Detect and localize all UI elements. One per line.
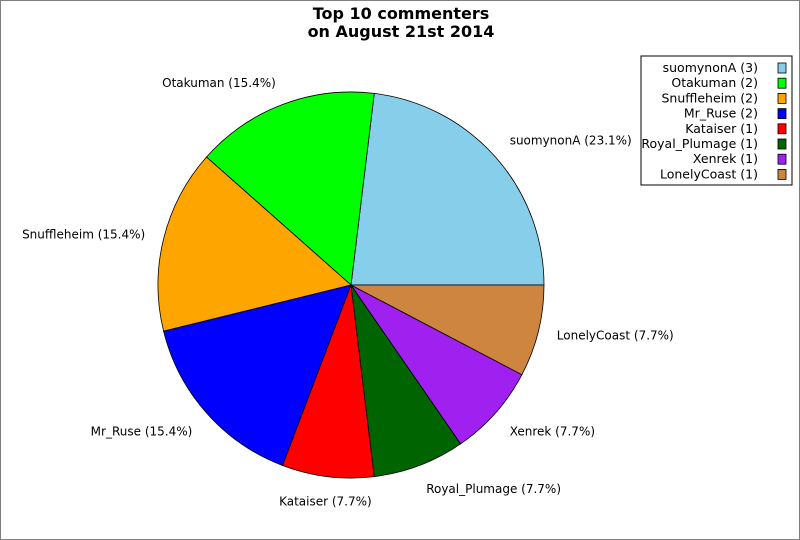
legend-label-xenrek: Xenrek (1) — [693, 151, 758, 166]
chart-title-line-2: on August 21st 2014 — [308, 22, 495, 41]
slice-label-snuffleheim: Snuffleheim (15.4%) — [22, 227, 145, 241]
slice-label-otakuman: Otakuman (15.4%) — [162, 76, 276, 90]
slice-label-royal-plumage: Royal_Plumage (7.7%) — [426, 482, 561, 496]
slice-label-xenrek: Xenrek (7.7%) — [510, 425, 595, 439]
pie-labels: suomynonA (23.1%) Otakuman (15.4%) Snuffle… — [22, 76, 674, 509]
pie-slice-mr-ruse — [163, 284, 352, 466]
legend: suomynonA (3)Otakuman (2)Snuffleheim (2)… — [640, 55, 793, 186]
legend-swatch-xenrek — [777, 153, 787, 165]
slice-label-lonelycoast: LonelyCoast (7.7%) — [557, 329, 674, 343]
slice-label-kataiser: Kataiser (7.7%) — [279, 495, 372, 509]
legend-swatch-kataiser — [777, 123, 787, 135]
legend-label-lonelycoast: LonelyCoast (1) — [660, 166, 758, 181]
pie-slice-royal-plumage — [350, 284, 462, 478]
pie-slice-lonelycoast — [350, 284, 545, 376]
legend-swatch-royal-plumage — [777, 138, 787, 150]
legend-label-suomynona: suomynonA (3) — [663, 60, 758, 75]
legend-swatch-otakuman — [777, 77, 787, 89]
slice-label-mr-ruse: Mr_Ruse (15.4%) — [91, 425, 193, 439]
legend-label-otakuman: Otakuman (2) — [671, 75, 758, 90]
legend-swatch-mr-ruse — [777, 108, 787, 119]
chart-title-line-1: Top 10 commenters — [313, 4, 490, 23]
legend-label-royal-plumage: Royal_Plumage (1) — [641, 136, 758, 151]
legend-swatch-snuffleheim — [777, 93, 787, 104]
pie-slice-xenrek — [350, 284, 523, 445]
pie-slice-suomynona — [350, 92, 545, 286]
pie-slice-kataiser — [282, 284, 375, 479]
legend-swatch-suomynona — [777, 62, 787, 74]
legend-swatch-lonelycoast — [777, 168, 787, 180]
pie-slice-snuffleheim — [157, 156, 352, 332]
legend-label-kataiser: Kataiser (1) — [685, 121, 758, 136]
pie-slices — [157, 91, 545, 479]
legend-label-mr-ruse: Mr_Ruse (2) — [684, 106, 758, 121]
pie-slice-otakuman — [205, 91, 375, 286]
legend-label-snuffleheim: Snuffleheim (2) — [662, 90, 759, 105]
legend-box — [640, 55, 793, 186]
slice-label-suomynona: suomynonA (23.1%) — [510, 133, 632, 147]
